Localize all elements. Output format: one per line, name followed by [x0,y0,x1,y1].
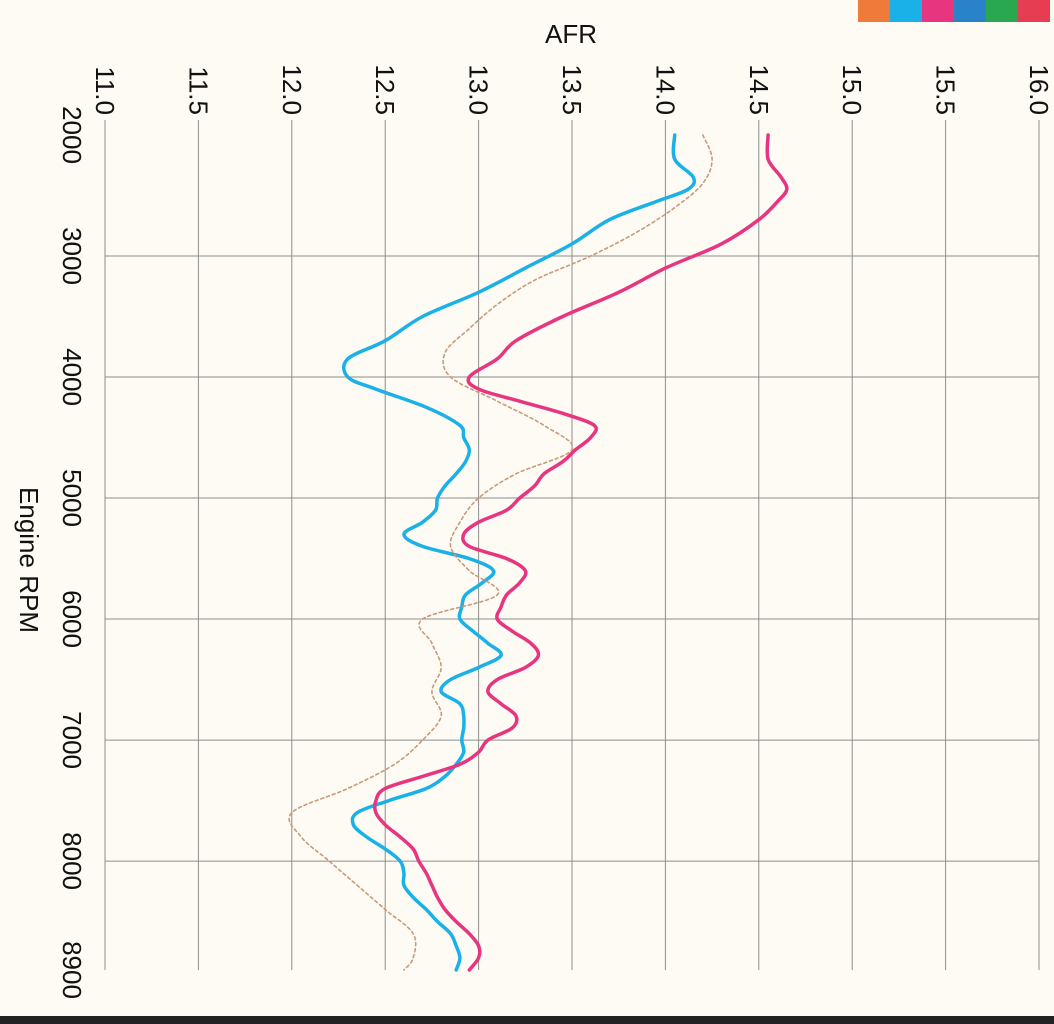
legend-swatch [954,0,986,22]
legend-swatch [890,0,922,22]
afr-tick-label: 16.0 [1024,64,1054,115]
series-line [372,133,789,972]
series-lines [288,133,789,972]
legend-swatch [1018,0,1050,22]
rpm-tick-label: 5000 [57,469,87,527]
legend-swatch [858,0,890,22]
series-line [342,133,697,972]
afr-tick-label: 11.0 [90,66,120,115]
y-axis-title: AFR [545,19,597,49]
afr-tick-label: 13.5 [557,64,587,115]
rpm-tick-label: 4000 [57,348,87,406]
rpm-tick-label: 8000 [57,832,87,890]
afr-tick-label: 14.0 [650,64,680,115]
legend-swatches [858,0,1050,22]
afr-tick-label: 15.0 [837,64,867,115]
afr-tick-label: 14.5 [744,64,774,115]
afr-tick-label: 12.5 [370,64,400,115]
x-axis-title: Engine RPM [14,487,44,633]
rpm-tick-label: 6000 [57,590,87,648]
rpm-tick-label: 8900 [57,941,87,999]
rpm-tick-label: 7000 [57,711,87,769]
afr-tick-label: 12.0 [277,64,307,115]
series-line-dotted [288,134,713,971]
afr-tick-label: 13.0 [464,64,494,115]
afr-tick-label: 15.5 [931,64,961,115]
legend-swatch [986,0,1018,22]
rpm-tick-label: 3000 [57,227,87,285]
rpm-tick-label: 2000 [57,106,87,164]
grid-lines [104,120,1040,970]
tick-labels: 11.0 11.5 12.0 12.5 13.0 13.5 14.0 14.5 15.0 15.5… [57,64,1054,999]
afr-tick-label: 11.5 [183,66,213,115]
legend-swatch [922,0,954,22]
bottom-border [0,1016,1054,1024]
